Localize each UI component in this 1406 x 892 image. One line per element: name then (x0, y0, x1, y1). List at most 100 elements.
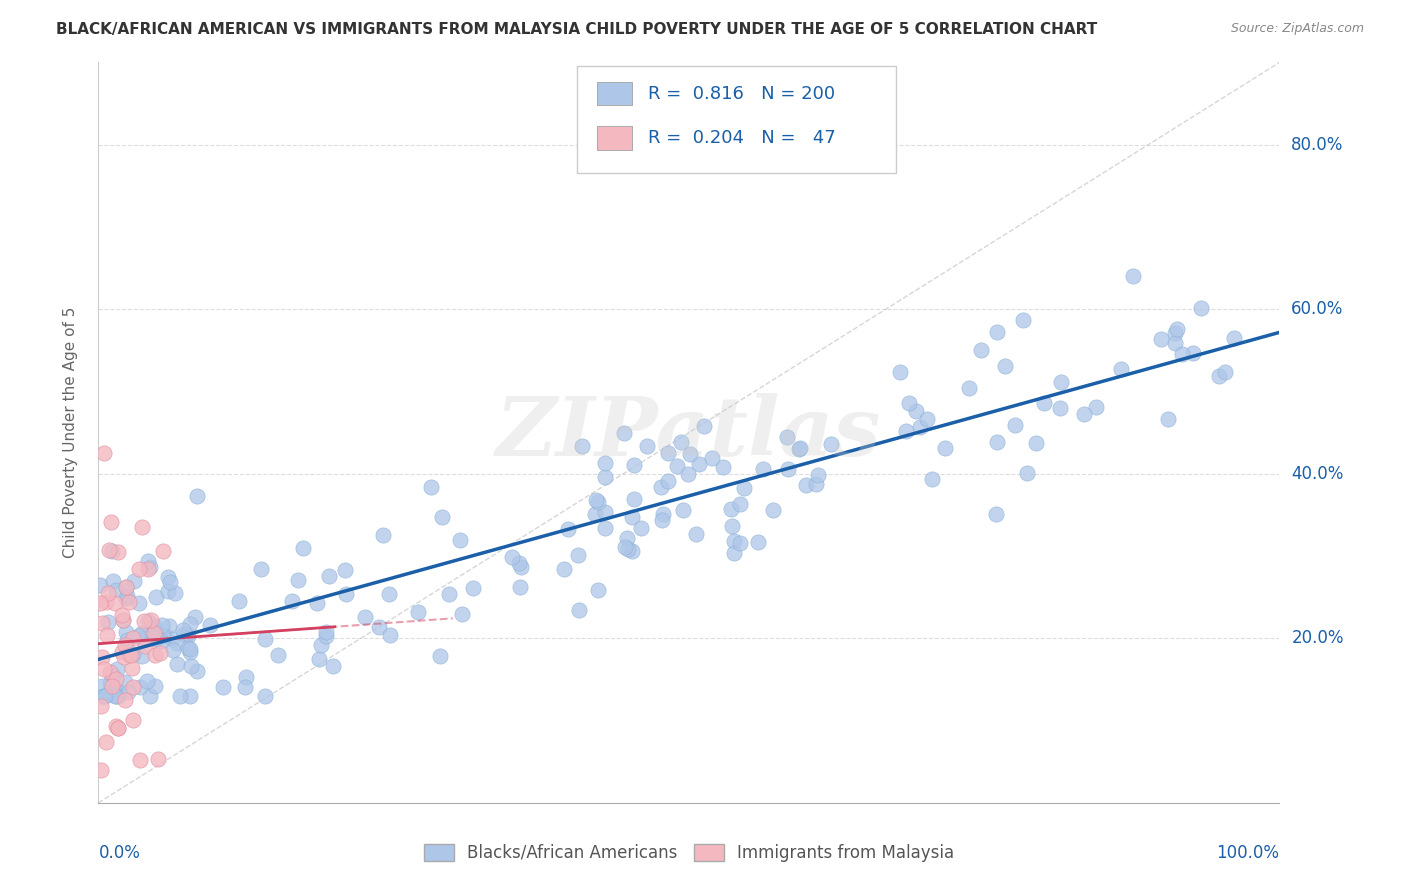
FancyBboxPatch shape (596, 82, 633, 105)
Point (501, 549, 523, 564)
Point (115, 580, 138, 594)
Point (1025, 436, 1047, 450)
Point (115, 625, 138, 640)
Point (180, 659, 202, 673)
Point (420, 480, 443, 494)
Point (155, 628, 177, 642)
Point (1208, 368, 1230, 383)
Point (510, 560, 533, 574)
Point (177, 629, 200, 643)
Point (807, 467, 830, 482)
FancyBboxPatch shape (596, 126, 633, 150)
Point (166, 657, 188, 672)
Point (101, 574, 124, 589)
Point (105, 662, 128, 676)
Point (172, 623, 194, 637)
Point (254, 632, 277, 646)
Point (711, 460, 734, 475)
Point (986, 325, 1008, 339)
Point (100, 543, 122, 558)
Point (1213, 365, 1236, 379)
Point (309, 638, 332, 652)
Point (1223, 331, 1246, 345)
Point (787, 442, 810, 457)
Point (751, 462, 773, 476)
Point (509, 580, 531, 594)
Point (776, 429, 799, 443)
Point (127, 629, 149, 643)
Point (89, 596, 111, 610)
Point (111, 644, 134, 658)
Point (292, 541, 315, 555)
Point (617, 542, 640, 557)
Point (373, 528, 395, 542)
Point (723, 545, 745, 559)
Point (762, 503, 785, 517)
Point (200, 618, 222, 632)
Point (354, 609, 377, 624)
Point (1171, 346, 1194, 360)
Point (118, 648, 141, 662)
Point (145, 629, 167, 643)
Point (621, 544, 644, 558)
Text: R =  0.204   N =   47: R = 0.204 N = 47 (648, 129, 835, 147)
Point (820, 437, 842, 451)
Y-axis label: Child Poverty Under the Age of 5: Child Poverty Under the Age of 5 (63, 307, 77, 558)
Point (100, 515, 122, 529)
Point (152, 543, 174, 558)
Point (122, 714, 145, 728)
Point (904, 404, 927, 418)
Point (679, 447, 702, 461)
Point (128, 562, 150, 576)
Point (97, 615, 120, 630)
Point (583, 507, 606, 521)
Point (693, 419, 716, 434)
Point (308, 652, 330, 666)
Point (613, 426, 636, 441)
Point (994, 359, 1017, 374)
Point (235, 670, 257, 684)
Point (136, 674, 159, 689)
Point (91, 649, 114, 664)
Point (789, 441, 811, 455)
Point (1191, 301, 1213, 315)
Point (93, 689, 115, 703)
Point (186, 490, 208, 504)
Point (378, 587, 401, 601)
Point (166, 636, 188, 650)
Point (721, 519, 744, 533)
Point (143, 648, 166, 662)
Point (595, 521, 617, 535)
Point (121, 681, 143, 695)
Point (111, 613, 134, 627)
Point (730, 498, 752, 512)
Point (508, 556, 530, 570)
Point (595, 470, 617, 484)
Text: 0.0%: 0.0% (98, 844, 141, 862)
Point (98, 665, 121, 679)
Point (122, 631, 145, 645)
Point (553, 561, 575, 575)
Point (186, 664, 208, 678)
Point (134, 639, 156, 653)
Text: 100.0%: 100.0% (1216, 844, 1279, 862)
Point (117, 685, 139, 699)
Point (1049, 401, 1071, 415)
Point (368, 620, 391, 634)
Point (98, 543, 121, 558)
Point (1050, 375, 1073, 389)
Point (747, 534, 769, 549)
Point (131, 649, 153, 664)
Point (676, 467, 699, 481)
Point (986, 434, 1008, 449)
Point (778, 462, 800, 476)
Point (657, 475, 679, 489)
Point (305, 596, 328, 610)
Text: Source: ZipAtlas.com: Source: ZipAtlas.com (1230, 22, 1364, 36)
Point (156, 584, 179, 599)
Point (105, 718, 128, 732)
Point (104, 673, 127, 687)
Point (1182, 346, 1205, 360)
Point (129, 753, 152, 767)
Point (322, 659, 344, 673)
